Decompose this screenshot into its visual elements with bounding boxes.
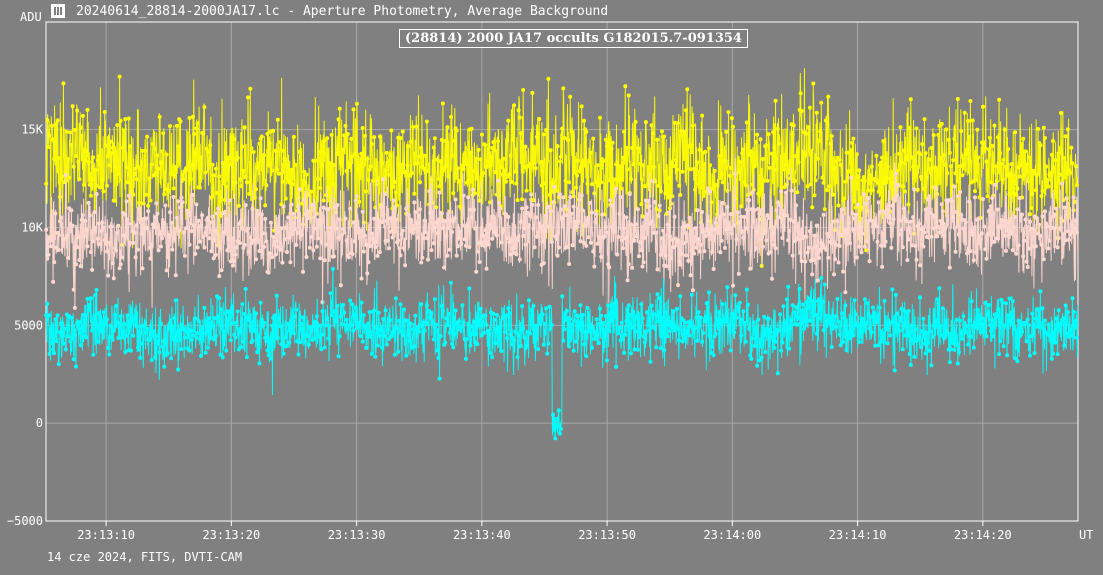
y-axis-label: ADU	[20, 10, 42, 24]
y-tick-label: 0	[36, 416, 43, 430]
axes-layer	[45, 21, 1079, 526]
x-tick-label: 23:13:40	[453, 528, 511, 542]
series-comparison	[44, 154, 1080, 310]
footer-info: 14 cze 2024, FITS, DVTI-CAM	[47, 550, 243, 564]
window-title: 20240614_28814-2000JA17.lc - Aperture Ph…	[76, 4, 609, 19]
y-tick-label: −5000	[7, 514, 43, 528]
labels-layer: −5000 0 5000 10K 15K ADU 23:13:10 23:13:20 23:13…	[7, 10, 1094, 542]
x-tick-label: 23:14:10	[829, 528, 887, 542]
lightcurve-app-icon	[51, 4, 65, 18]
series-target	[44, 267, 1080, 441]
x-tick-label: 23:14:20	[954, 528, 1012, 542]
x-tick-label: 23:13:30	[328, 528, 386, 542]
x-axis-label: UT	[1079, 528, 1093, 542]
series-points	[44, 171, 1080, 310]
y-tick-label: 15K	[21, 123, 43, 137]
series-layer	[44, 68, 1080, 441]
x-tick-label: 23:13:50	[578, 528, 636, 542]
grid-layer	[46, 22, 1078, 522]
y-tick-label: 10K	[21, 220, 43, 234]
x-tick-label: 23:13:20	[202, 528, 260, 542]
x-tick-label: 23:13:10	[77, 528, 135, 542]
plot-frame	[45, 21, 1079, 522]
x-tick-label: 23:14:00	[703, 528, 761, 542]
series-points	[44, 267, 1080, 441]
chart-title: (28814) 2000 JA17 occults G182015.7-0913…	[399, 29, 748, 48]
y-tick-label: 5000	[14, 318, 43, 332]
